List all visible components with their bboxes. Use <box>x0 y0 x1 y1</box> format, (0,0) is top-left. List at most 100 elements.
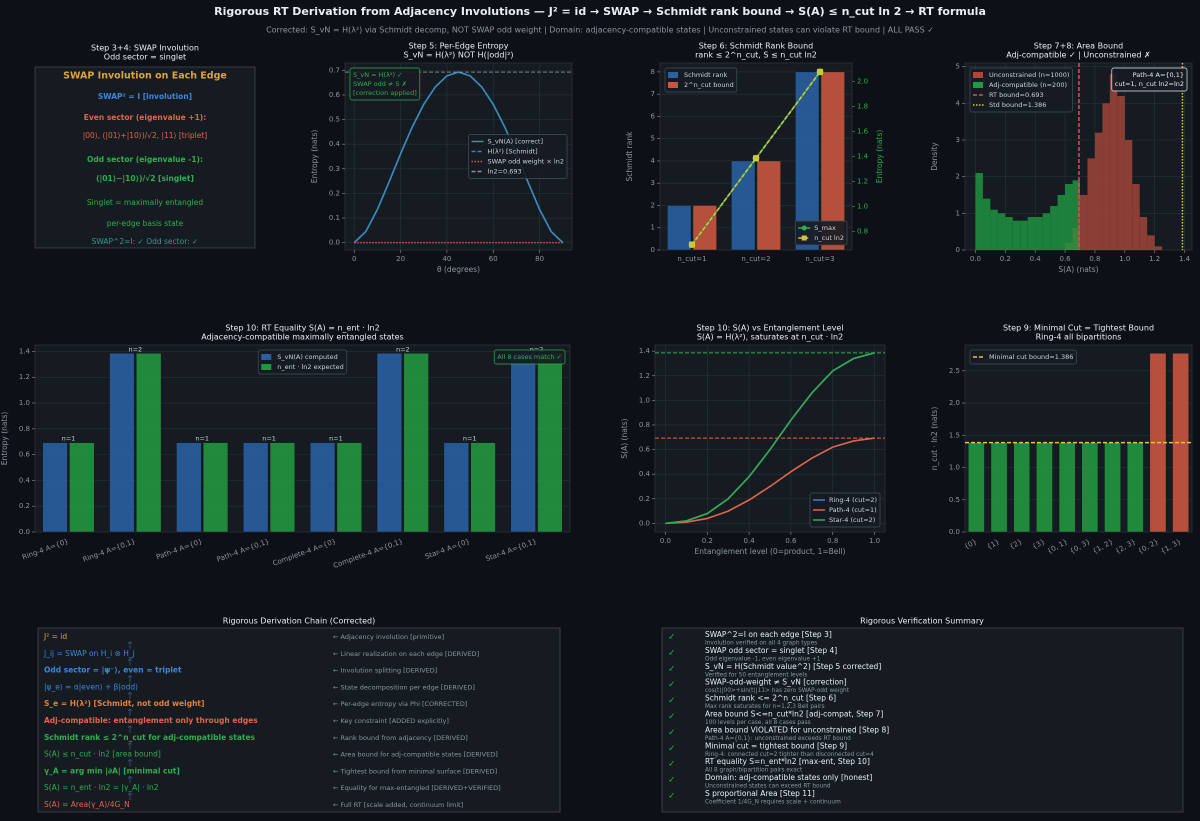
panel-line: Even sector (eigenvalue +1): <box>84 113 206 122</box>
chart-title: Step 10: S(A) vs Entanglement Level <box>697 324 844 333</box>
check-detail: Verified for 50 entanglement levels <box>705 672 807 678</box>
legend-swatch <box>668 82 678 88</box>
y-tick-label: 0.6 <box>19 451 31 459</box>
legend-label: n_cut ln2 <box>814 234 844 242</box>
y-tick-label: 0 <box>651 246 655 254</box>
bar <box>443 442 469 533</box>
bar-annotation: n=1 <box>195 435 209 443</box>
histogram-bar <box>1117 96 1125 250</box>
check-mark: ✓ <box>668 633 676 643</box>
bar <box>968 442 985 533</box>
check-mark: ✓ <box>668 648 676 658</box>
page-title: Rigorous RT Derivation from Adjacency In… <box>214 5 986 18</box>
y-axis-label: Entropy (nats) <box>0 412 9 466</box>
histogram-bar <box>1079 195 1088 250</box>
box <box>257 349 348 375</box>
y-tick-label: 1.2 <box>639 372 650 380</box>
chain-arrow <box>127 792 133 800</box>
y-tick-label: 1.0 <box>949 464 960 472</box>
check-title: Minimal cut = tightest bound [Step 9] <box>705 741 847 750</box>
legend-label: Ring-4 (cut=2) <box>829 496 877 504</box>
y-tick-label: 5 <box>956 63 960 71</box>
bar <box>69 442 95 533</box>
annotation: Path-4 A={0,1}cut=1, n_cut ln2=ln2 <box>1111 67 1188 92</box>
legend-swatch <box>261 364 272 370</box>
derivation-note: ← Tightest bound from minimal surface [D… <box>333 767 497 775</box>
derivation-note: ← Rank bound from adjacency [DERIVED] <box>333 734 468 742</box>
histogram-bar <box>1012 220 1021 250</box>
y-tick-label: 2 <box>651 201 655 209</box>
derivation-formula: Adj-compatible: entanglement only throug… <box>44 716 258 725</box>
chain-arrow <box>127 775 133 784</box>
check-title: Area bound S<=n_cut*ln2 [adj-compat, Ste… <box>705 710 883 719</box>
histogram-bar <box>990 209 998 250</box>
panel-title: Rigorous Derivation Chain (Corrected) <box>223 617 375 626</box>
chain-arrow <box>127 641 133 649</box>
check-detail: cos(t)|00>+sin(t)|11> has zero SWAP-odd … <box>705 688 850 694</box>
y-tick-label: 1.4 <box>639 347 651 355</box>
y-tick-label: 8 <box>651 68 655 76</box>
histogram-bar <box>1020 220 1028 250</box>
x-axis-label: S(A) (nats) <box>1058 265 1098 274</box>
y-tick-label: 6 <box>651 112 656 120</box>
x-tick-label: 0.0 <box>660 537 671 545</box>
x-tick-label: 0.6 <box>1059 255 1071 263</box>
derivation-formula: γ_A = arg min |∂A| [minimal cut] <box>44 766 180 776</box>
histogram-bar <box>1027 217 1036 250</box>
box <box>969 67 1073 113</box>
bar <box>667 205 692 251</box>
legend: S_vN(A) computed n_ent · ln2 expected <box>257 349 348 375</box>
histogram-bar <box>975 173 983 250</box>
check-title: SWAP odd sector = singlet [Step 4] <box>705 646 837 655</box>
bar-annotation: n=1 <box>329 435 343 443</box>
y2-tick-label: 1.8 <box>857 103 868 111</box>
box <box>809 492 881 528</box>
panel-title: Rigorous Verification Summary <box>860 617 984 626</box>
panel-line: SWAP^2=I: ✓ Odd sector: ✓ <box>92 237 199 246</box>
y-tick-label: 4 <box>956 99 961 107</box>
chart-title: Step 6: Schmidt Rank Bound <box>699 42 814 51</box>
histogram-bar <box>1139 217 1148 250</box>
derivation-formula: Odd sector = |ψ⁻⟩, even = triplet <box>44 666 182 676</box>
x-tick-label: n_cut=2 <box>741 255 770 263</box>
y-axis-label: Schmidt rank <box>625 131 634 182</box>
chain-arrow <box>127 708 133 716</box>
derivation-formula: S(A) = n_ent · ln2 = |γ_A| · ln2 <box>44 783 159 792</box>
chart-subtitle: S(A) = H(λ²), saturates at n_cut · ln2 <box>697 333 843 342</box>
derivation-formula: S_e = H(λ²) [Schmidt, not odd weight] <box>44 699 204 708</box>
annotation: S_vN = H(λ²) ✓SWAP odd ≠ S ✗[correction … <box>349 67 421 101</box>
y-tick-label: 7 <box>651 90 655 98</box>
x-tick-label: 40 <box>442 255 451 263</box>
y-axis-label: Entropy (nats) <box>310 130 319 184</box>
y-tick-label: 0.6 <box>639 446 651 454</box>
chart-subtitle: rank ≤ 2^n_cut, S ≤ n_cut ln2 <box>695 51 817 60</box>
check-title: Area bound VIOLATED for unconstrained [S… <box>705 725 889 734</box>
bar-annotation: n=2 <box>128 345 142 353</box>
x-axis-label: θ (degrees) <box>437 265 480 274</box>
bar <box>376 353 403 533</box>
x-tick-label: 20 <box>396 255 405 263</box>
bar <box>109 353 135 533</box>
chain-arrow <box>127 658 133 666</box>
y-tick-label: 0.3 <box>329 165 340 173</box>
y-tick-label: 0.7 <box>329 66 340 74</box>
derivation-formula: S(A) ≤ n_cut · ln2 [area bound] <box>44 750 161 759</box>
check-mark: ✓ <box>668 728 676 738</box>
panel-line: SWAP² = I [involution] <box>98 92 192 101</box>
annotation-text: S_vN = H(λ²) ✓ <box>353 71 403 79</box>
y-tick-label: 0.0 <box>949 528 960 536</box>
x-tick-label: 0.4 <box>1030 255 1042 263</box>
y-tick-label: 2 <box>956 173 960 181</box>
point <box>689 241 695 248</box>
y-tick-label: 0.2 <box>639 495 650 503</box>
histogram-bar <box>1042 213 1051 250</box>
bar-annotation: n=2 <box>396 345 410 353</box>
derivation-note: ← Adjacency involution [primitive] <box>333 633 444 641</box>
y-tick-label: 0.0 <box>639 519 650 527</box>
panel-line: Odd sector (eigenvalue -1): <box>87 155 203 164</box>
panel-line: (|01⟩−|10⟩)/√2 [singlet] <box>96 174 194 184</box>
y-tick-label: 1.2 <box>19 373 30 381</box>
bar-annotation: n=1 <box>62 435 76 443</box>
y-tick-label: 1 <box>651 224 655 232</box>
check-detail: Unconstrained states can exceed RT bound <box>705 784 831 790</box>
